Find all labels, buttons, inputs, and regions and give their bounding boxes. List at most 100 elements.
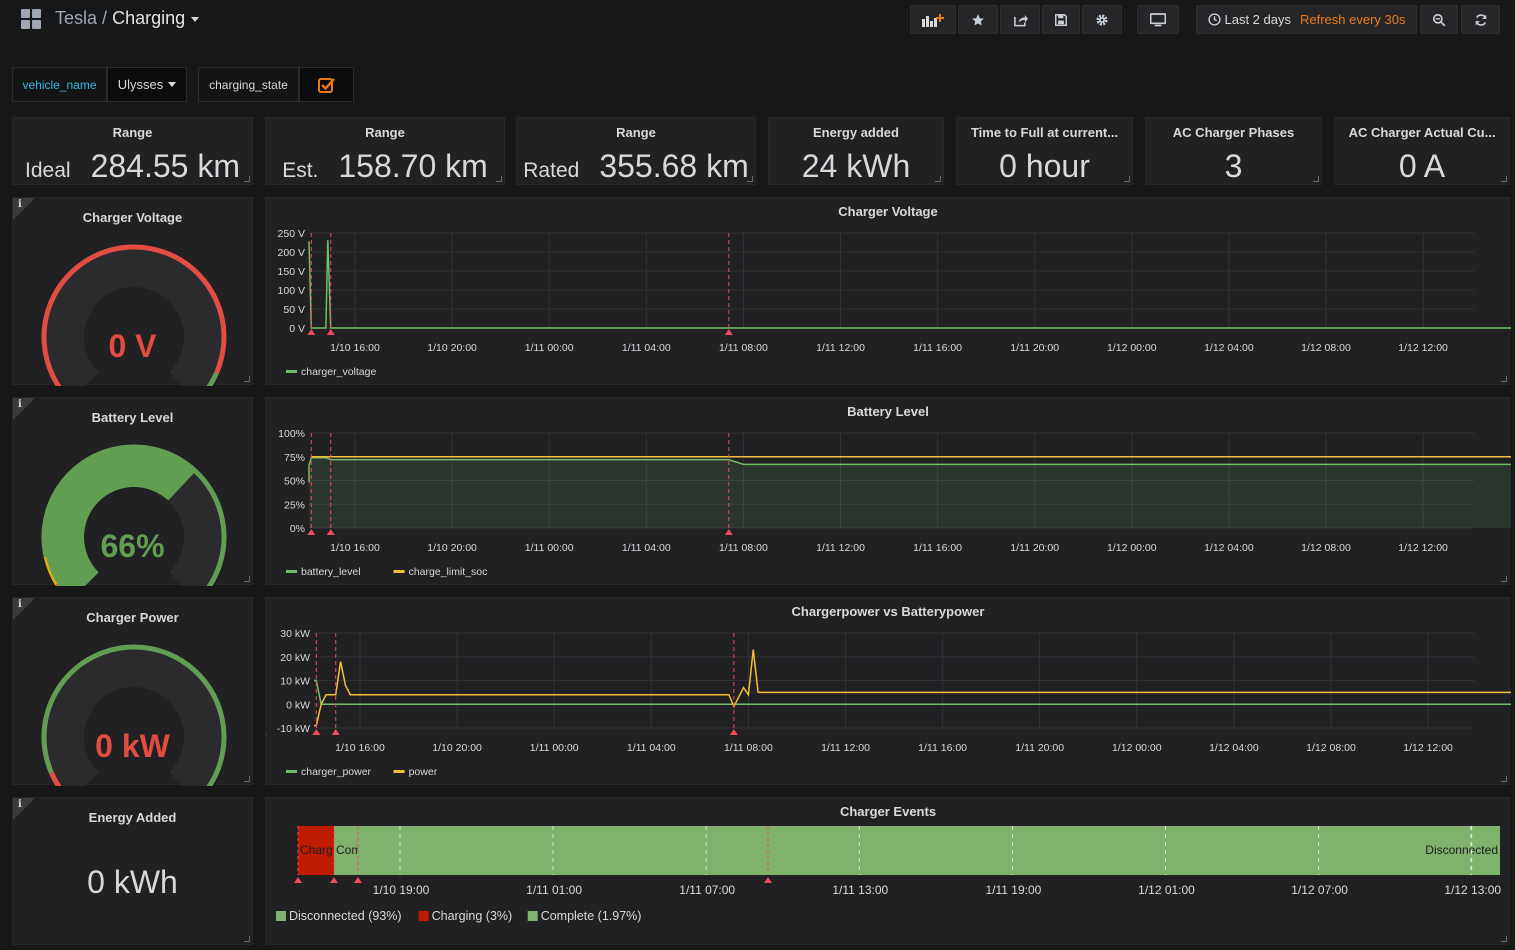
panel-resize-handle[interactable] — [496, 176, 502, 182]
annotation-marker[interactable] — [294, 877, 302, 883]
info-icon[interactable]: i — [18, 599, 22, 610]
panel-resize-handle[interactable] — [1313, 176, 1319, 182]
chart-title[interactable]: Charger Voltage — [838, 204, 937, 219]
panel-resize-handle[interactable] — [1124, 176, 1130, 182]
panel-resize-handle[interactable] — [244, 776, 250, 782]
panel-title[interactable]: Energy Added — [88, 810, 177, 825]
legend-charge_limit_soc[interactable]: charge_limit_soc — [409, 566, 488, 578]
panel-title[interactable]: Range — [616, 125, 656, 140]
settings-button[interactable] — [1082, 5, 1122, 34]
panel-title[interactable]: Range — [112, 125, 153, 140]
x-tick-label: 1/11 08:00 — [719, 542, 768, 554]
panel-info-corner[interactable] — [13, 598, 35, 620]
share-button[interactable] — [1000, 5, 1040, 34]
panel-resize-handle[interactable] — [1501, 776, 1507, 782]
timeline-segment-Disconnected[interactable] — [358, 826, 1500, 875]
panel-title[interactable]: AC Charger Actual Cu... — [1348, 125, 1496, 140]
charger-events-chart[interactable]: Charger Events Charg Com Disconnected 1/10 1… — [266, 798, 1511, 946]
annotation-marker[interactable] — [331, 729, 340, 735]
panel-resize-handle[interactable] — [244, 176, 250, 182]
panel-title[interactable]: Battery Level — [91, 410, 174, 425]
annotation-marker[interactable] — [724, 329, 733, 335]
zoom-out-button[interactable] — [1420, 5, 1458, 34]
annotation-marker[interactable] — [724, 529, 733, 535]
panel-title[interactable]: Range — [365, 125, 405, 140]
panel-resize-handle[interactable] — [244, 576, 250, 582]
panel-resize-handle[interactable] — [747, 176, 753, 182]
series-line-battery_level[interactable] — [308, 456, 1511, 483]
legend-item[interactable]: Complete (1.97%) — [541, 909, 642, 923]
legend-charger_power[interactable]: charger_power — [301, 766, 372, 778]
annotation-marker[interactable] — [307, 529, 316, 535]
x-tick-label: 1/11 08:00 — [724, 742, 773, 754]
top-navbar: Tesla / Charging Last 2 days Refresh eve… — [0, 0, 1515, 40]
legend-charger_voltage[interactable]: charger_voltage — [301, 366, 376, 378]
tv-mode-button[interactable] — [1137, 5, 1179, 34]
star-button[interactable] — [958, 5, 998, 34]
annotation-marker[interactable] — [266, 729, 267, 735]
battery-level-graph-panel: Battery Level 100% 75% 50% 25% 0% 1/10 16:00 1/… — [265, 397, 1511, 586]
panel-info-corner[interactable] — [13, 398, 35, 420]
annotation-marker[interactable] — [330, 877, 338, 883]
panel-resize-handle[interactable] — [1501, 576, 1507, 582]
annotation-marker[interactable] — [326, 329, 335, 335]
panel-resize-handle[interactable] — [1501, 936, 1507, 942]
vehicle-name-dropdown[interactable]: Ulysses — [107, 67, 187, 102]
chargerpower-vs-batterypower-chart[interactable]: Chargerpower vs Batterypower 30 kW 20 kW 10… — [266, 598, 1511, 786]
panel-resize-handle[interactable] — [1501, 176, 1507, 182]
panel-title[interactable]: Energy added — [813, 125, 899, 140]
annotation-marker[interactable] — [307, 329, 316, 335]
time-picker-button[interactable]: Last 2 days Refresh every 30s — [1196, 5, 1417, 34]
series-line-charger_power[interactable] — [314, 679, 1511, 705]
annotation-marker[interactable] — [326, 529, 335, 535]
annotation-marker[interactable] — [764, 877, 772, 883]
panel-info-corner[interactable] — [13, 198, 35, 220]
x-tick-label: 1/11 04:00 — [622, 542, 671, 554]
charging-state-checkbox[interactable] — [299, 67, 354, 102]
panel-title[interactable]: Charger Power — [86, 610, 179, 625]
panel-title[interactable]: Charger Voltage — [82, 210, 183, 225]
x-tick-label: 1/12 00:00 — [1107, 342, 1157, 354]
charger-voltage-chart[interactable]: Charger Voltage 250 V 200 V 150 V 100 V 50 V 0… — [266, 198, 1511, 386]
annotation-marker[interactable] — [354, 877, 362, 883]
timeline-segment-Charg[interactable] — [298, 826, 334, 875]
save-button[interactable] — [1042, 5, 1080, 34]
panel-resize-handle[interactable] — [935, 176, 941, 182]
panel-resize-handle[interactable] — [244, 936, 250, 942]
stat-value-group: 0 A — [1335, 148, 1509, 185]
legend-power[interactable]: power — [409, 766, 438, 778]
dashboard-breadcrumb[interactable]: Tesla / Charging — [55, 8, 200, 29]
panel-title[interactable]: Time to Full at current... — [970, 125, 1119, 140]
dashboard-title[interactable]: Charging — [112, 8, 186, 28]
panel-resize-handle[interactable] — [1501, 376, 1507, 382]
chart-title[interactable]: Charger Events — [840, 804, 936, 819]
legend-item[interactable]: Charging (3%) — [432, 909, 513, 923]
timeline-segment-Com[interactable] — [334, 826, 358, 875]
chevron-down-icon[interactable] — [191, 16, 200, 22]
add-panel-button[interactable] — [910, 5, 956, 34]
annotation-marker[interactable] — [312, 729, 321, 735]
x-tick-label: 1/12 12:00 — [1403, 742, 1453, 754]
legend-swatch — [286, 770, 297, 773]
battery-level-chart[interactable]: Battery Level 100% 75% 50% 25% 0% 1/10 16:00 1/… — [266, 398, 1511, 586]
stat-value: 355.68 km — [599, 148, 749, 184]
x-tick-label: 1/12 12:00 — [1398, 542, 1448, 554]
dashboard-grid-icon[interactable] — [21, 9, 41, 29]
info-icon[interactable]: i — [18, 399, 22, 410]
series-line-charger_voltage[interactable] — [308, 240, 1511, 329]
x-tick-label: 1/12 07:00 — [1291, 883, 1348, 897]
series-line-power[interactable] — [314, 649, 1511, 727]
legend-item[interactable]: Disconnected (93%) — [289, 909, 402, 923]
panel-resize-handle[interactable] — [244, 376, 250, 382]
chart-title[interactable]: Chargerpower vs Batterypower — [792, 604, 985, 619]
panel-info-corner[interactable] — [13, 798, 35, 820]
refresh-button[interactable] — [1461, 5, 1500, 34]
legend-battery_level[interactable]: battery_level — [301, 566, 361, 578]
info-icon[interactable]: i — [18, 199, 22, 210]
annotation-marker[interactable] — [729, 729, 738, 735]
x-tick-label: 1/12 04:00 — [1204, 542, 1254, 554]
info-icon[interactable]: i — [18, 799, 22, 810]
panel-title[interactable]: AC Charger Phases — [1172, 125, 1295, 140]
folder-name[interactable]: Tesla — [55, 8, 98, 28]
chart-title[interactable]: Battery Level — [847, 404, 929, 419]
